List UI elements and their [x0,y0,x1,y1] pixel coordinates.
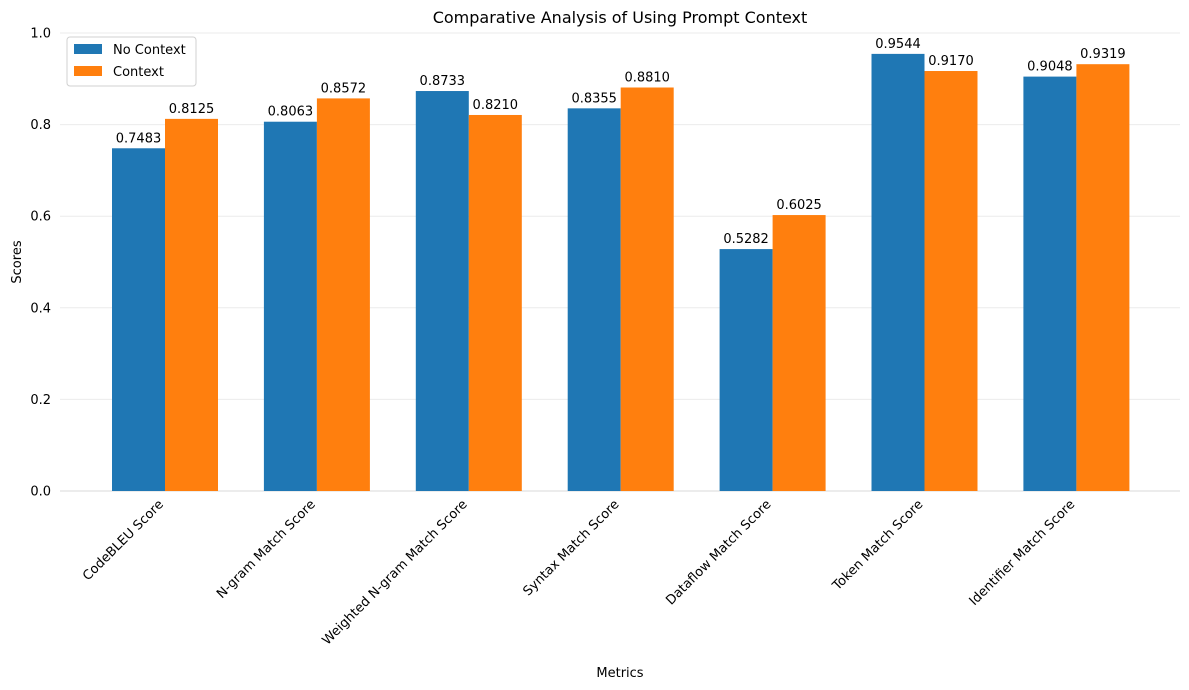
bar-no-context [567,108,621,491]
y-tick-label: 1.0 [30,27,51,42]
legend-swatch [74,66,102,76]
legend-label: No Context [113,43,186,58]
bar-value-label: 0.9170 [928,54,974,69]
bar-no-context [263,121,317,491]
bar-value-label: 0.8125 [169,102,215,117]
bar-context [468,114,522,492]
x-tick-label: Dataflow Match Score [663,497,774,608]
x-tick-label: Token Match Score [829,497,926,594]
value-labels: 0.7483 0.8063 0.8733 0.8355 0.5282 0.9544 0.90… [116,37,1126,247]
x-axis-label: Metrics [596,666,643,681]
bar-context [772,215,826,491]
x-tick-label: N-gram Match Score [214,497,319,602]
bar-value-label: 0.9319 [1080,47,1126,62]
y-tick-label: 0.4 [30,301,51,316]
x-tick-label: Weighted N-gram Match Score [320,497,471,648]
bars [112,53,1130,492]
x-tick-label: Syntax Match Score [520,497,622,599]
bar-no-context [719,249,773,491]
y-axis-label: Scores [10,240,25,283]
bar-context [165,118,218,491]
bar-value-label: 0.8355 [571,91,617,106]
legend-swatch [74,44,102,54]
bar-value-label: 0.7483 [116,131,162,146]
y-tick-label: 0.6 [30,210,51,225]
bar-context [316,98,370,491]
legend: No Context Context [66,36,197,87]
bar-context [1076,64,1130,492]
bar-no-context [871,53,925,492]
y-tick-label: 0.8 [30,118,51,133]
bar-value-label: 0.9544 [875,37,921,52]
bar-no-context [1023,76,1077,492]
y-axis-ticks: 0.0 0.2 0.4 0.6 0.8 1.0 [30,27,51,500]
x-axis-ticks: CodeBLEU Score N-gram Match Score Weighted… [80,497,1078,648]
bar-no-context [415,91,469,492]
bar-context [620,87,674,491]
bar-value-label: 0.5282 [723,232,769,247]
bar-value-label: 0.8733 [420,74,466,89]
x-tick-label: CodeBLEU Score [80,497,167,584]
bar-no-context [112,148,165,491]
bar-value-label: 0.8210 [473,98,519,113]
bar-context [924,71,978,491]
bar-value-label: 0.8810 [624,71,670,86]
x-tick-label: Identifier Match Score [967,497,1079,609]
chart-title: Comparative Analysis of Using Prompt Con… [433,8,808,27]
y-tick-label: 0.2 [30,393,51,408]
y-tick-label: 0.0 [30,485,51,500]
bar-value-label: 0.9048 [1027,60,1073,75]
bar-value-label: 0.8572 [321,81,367,96]
legend-label: Context [113,65,164,80]
bar-value-label: 0.8063 [268,105,314,120]
bar-value-label: 0.6025 [776,198,822,213]
